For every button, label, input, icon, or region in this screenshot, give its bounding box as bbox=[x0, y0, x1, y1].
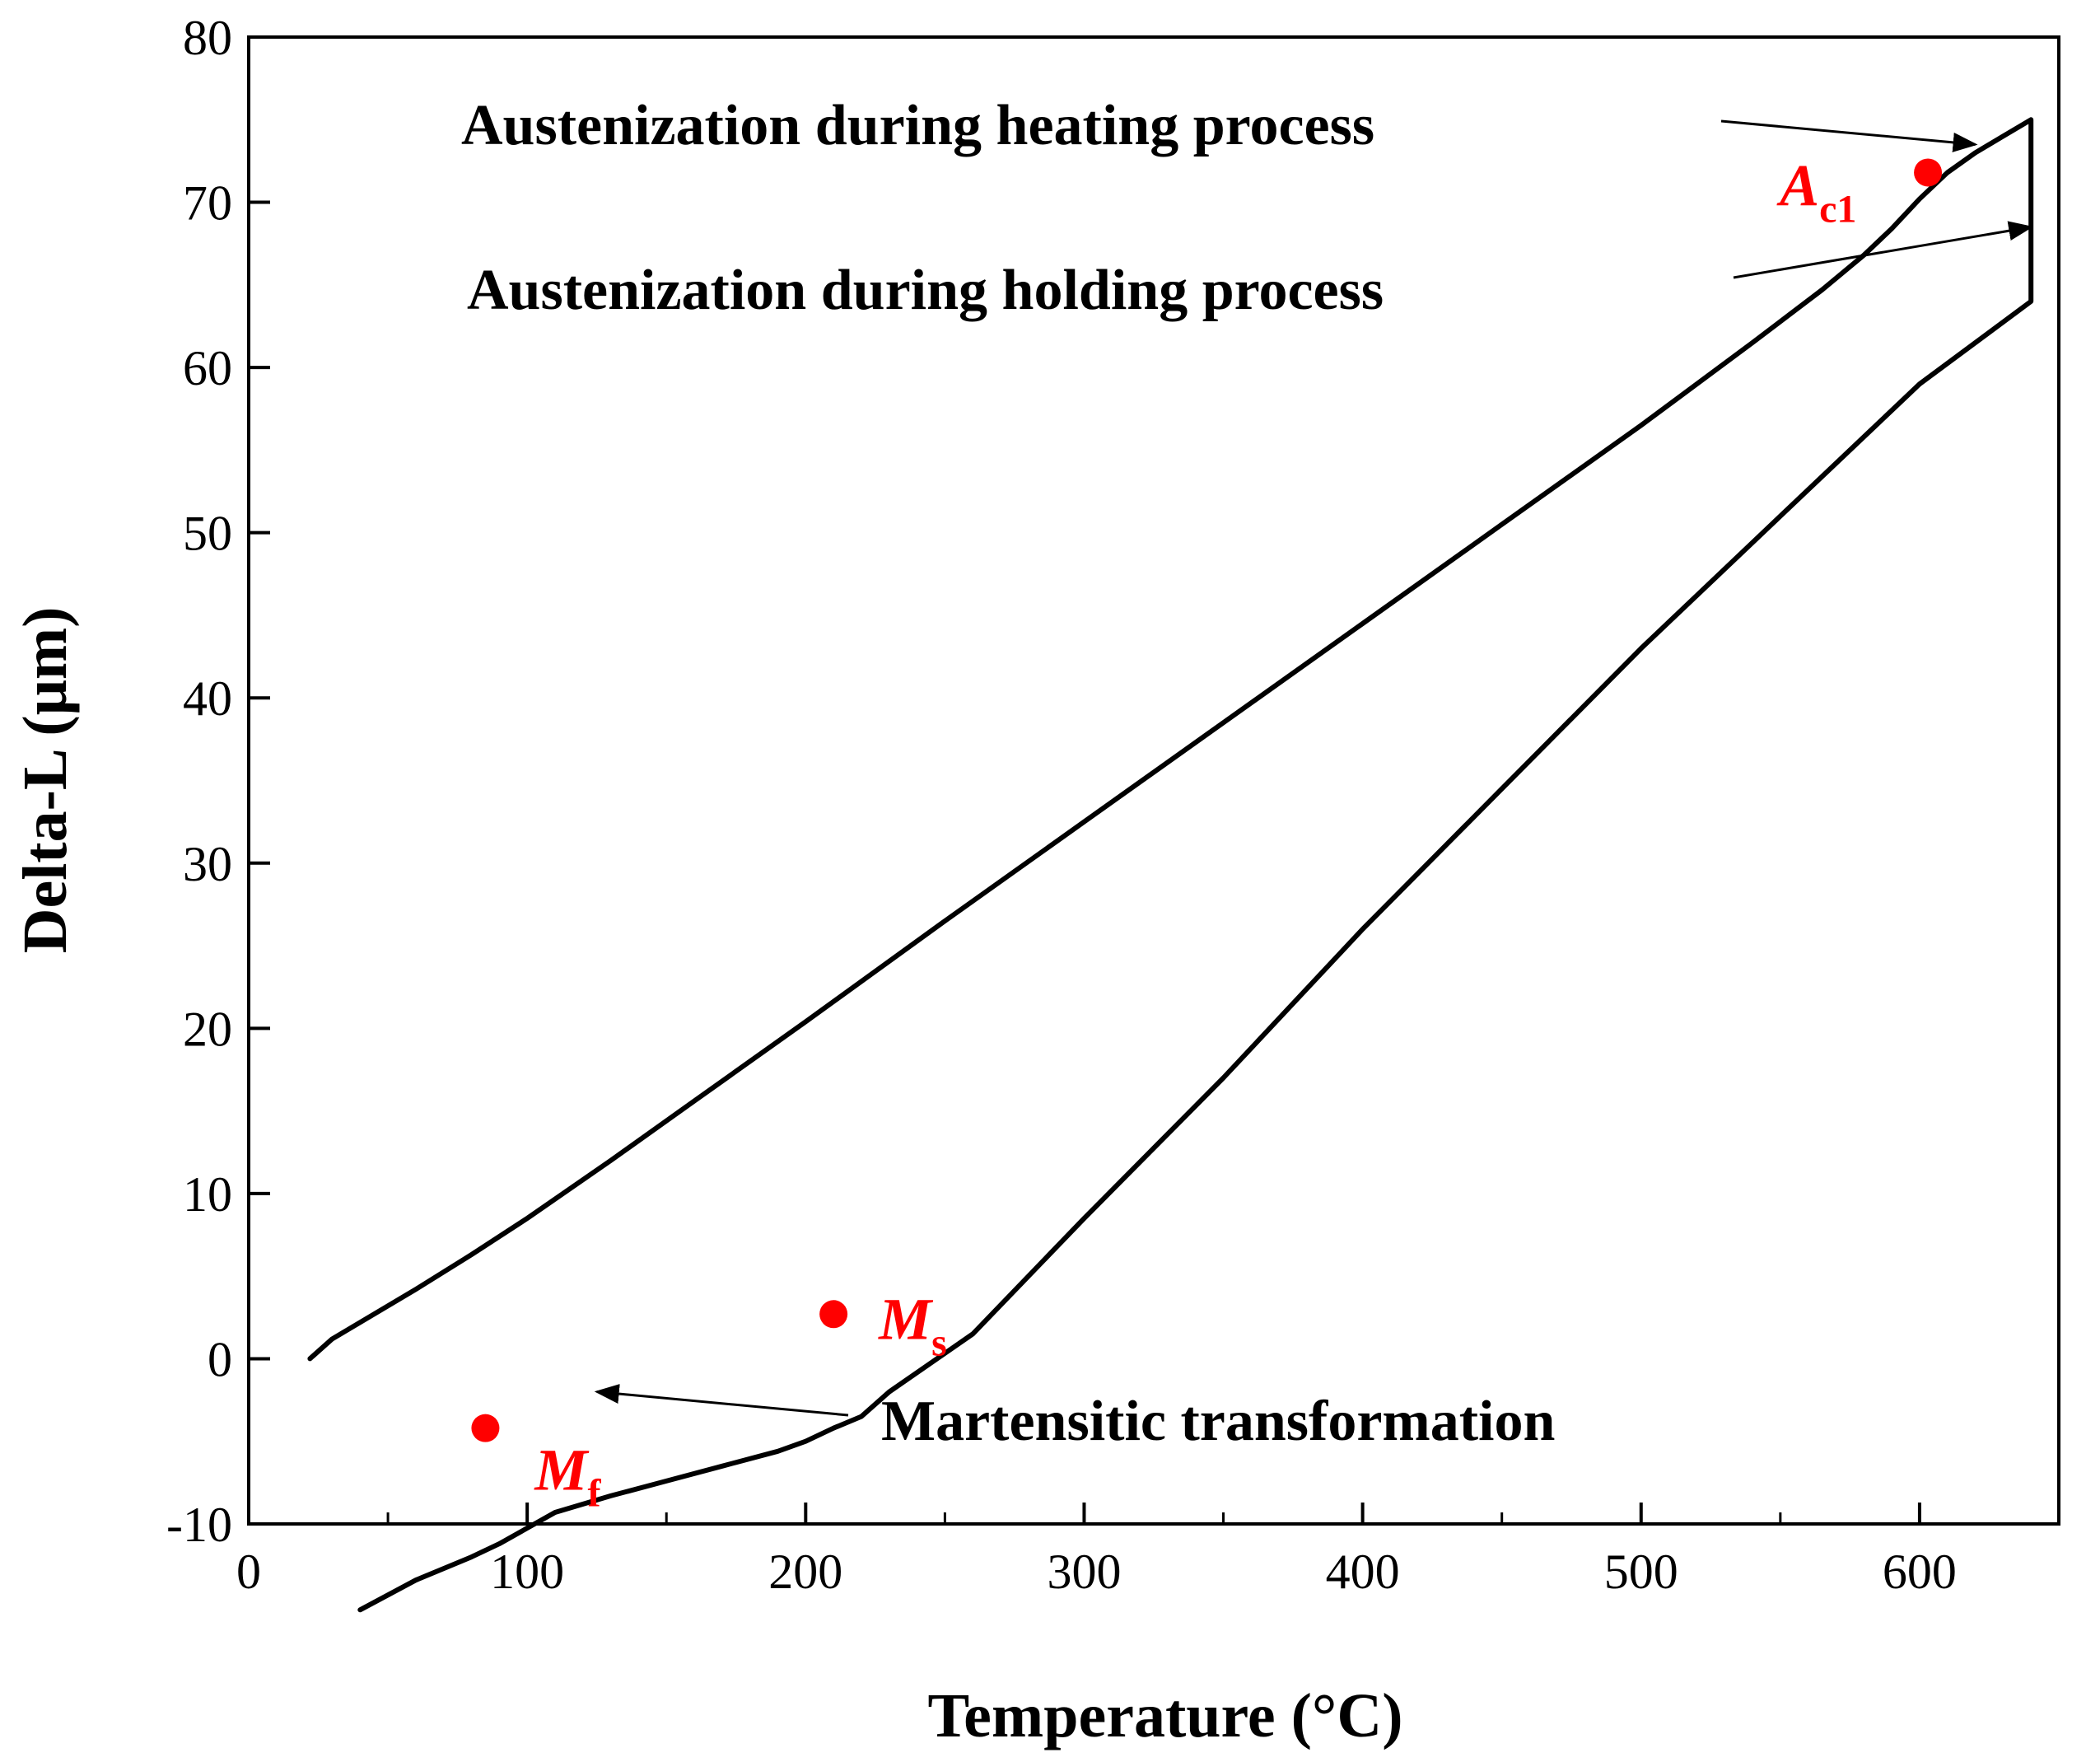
x-axis-ticks: 0 100 200 300 400 500 600 bbox=[236, 1503, 2060, 1599]
x-tick-label: 200 bbox=[768, 1545, 842, 1599]
point-ac1 bbox=[1914, 158, 1943, 187]
y-tick-label: 60 bbox=[183, 341, 232, 395]
x-tick-label: 500 bbox=[1604, 1545, 1678, 1599]
austenization-heating-annotation: Austenization during heating process bbox=[461, 94, 1374, 157]
y-axis-ticks: -10 0 10 20 30 40 50 60 70 80 bbox=[166, 11, 270, 1552]
series-layer bbox=[307, 117, 2034, 1613]
y-tick-label: 70 bbox=[183, 176, 232, 231]
points-layer: Ac1 Ms Mf bbox=[471, 152, 1943, 1516]
series-line bbox=[307, 117, 2034, 1613]
y-tick-label: 50 bbox=[183, 507, 232, 561]
x-tick-label: 600 bbox=[1883, 1545, 1957, 1599]
martensitic-annotation: Martensitic transformation bbox=[881, 1390, 1555, 1453]
x-tick-label: 100 bbox=[490, 1545, 564, 1599]
y-tick-label: 0 bbox=[208, 1332, 232, 1386]
x-axis-title: Temperature (°C) bbox=[927, 1681, 1402, 1750]
annotation-layer: Austenization during heating process Aust… bbox=[461, 94, 2034, 1453]
y-tick-label: 20 bbox=[183, 1002, 232, 1056]
label-mf: Mf bbox=[534, 1437, 601, 1516]
plot-frame bbox=[247, 35, 2060, 1526]
austenization-holding-annotation: Austenization during holding process bbox=[467, 259, 1384, 322]
point-mf bbox=[471, 1414, 500, 1442]
annotation-arrow bbox=[1720, 119, 1978, 152]
label-ms: Ms bbox=[878, 1286, 947, 1364]
y-tick-label: 80 bbox=[183, 11, 232, 65]
label-ac1: Ac1 bbox=[1776, 152, 1856, 231]
y-axis-title: Delta-L (μm) bbox=[11, 607, 80, 954]
x-tick-label: 300 bbox=[1047, 1545, 1121, 1599]
annotation-arrow bbox=[1733, 221, 2034, 279]
y-tick-label: 10 bbox=[183, 1167, 232, 1222]
annotation-arrow bbox=[594, 1384, 849, 1417]
x-tick-label: 0 bbox=[236, 1545, 261, 1599]
y-tick-label: -10 bbox=[166, 1498, 232, 1552]
x-tick-label: 400 bbox=[1326, 1545, 1400, 1599]
y-tick-label: 30 bbox=[183, 837, 232, 891]
point-ms bbox=[819, 1300, 848, 1329]
y-tick-label: 40 bbox=[183, 671, 232, 726]
